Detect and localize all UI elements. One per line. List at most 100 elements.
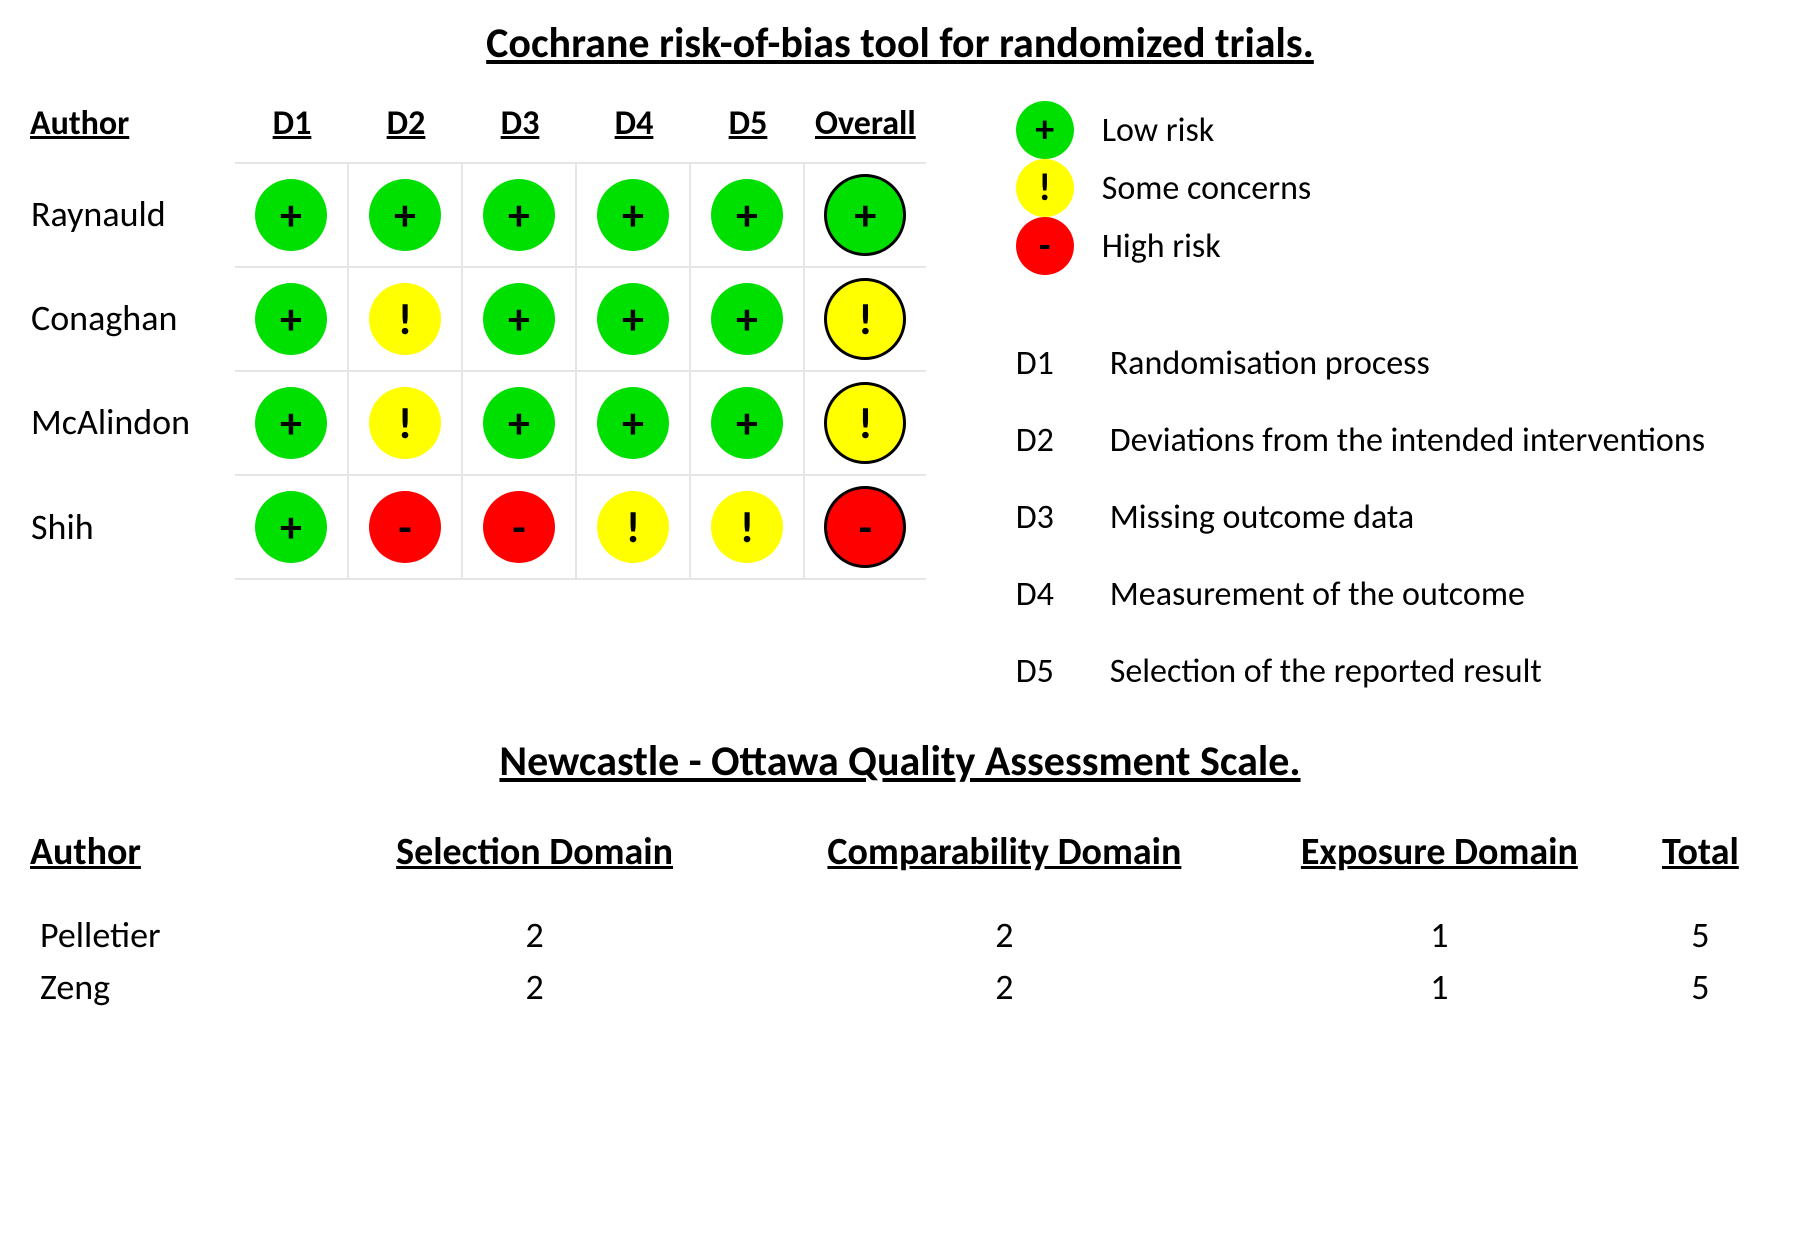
nos-author: Pelletier	[30, 911, 308, 963]
page: Cochrane risk-of-bias tool for randomize…	[0, 0, 1800, 1253]
nos-value: 2	[308, 963, 760, 1015]
rob-overall-cell: !	[805, 266, 926, 370]
risk-dot-low: +	[483, 387, 555, 459]
rob-cell: +	[235, 474, 349, 580]
nos-header-total: Total	[1631, 821, 1770, 911]
risk-dot-low: +	[711, 283, 783, 355]
rob-author: Conaghan	[30, 266, 235, 370]
rob-cell: +	[235, 370, 349, 474]
nos-header-selection: Selection Domain	[308, 821, 760, 911]
nos-header-comparability: Comparability Domain	[761, 821, 1248, 911]
nos-value: 2	[761, 911, 1248, 963]
rob-cell: !	[349, 370, 463, 474]
nos-author: Zeng	[30, 963, 308, 1015]
rob-cell: +	[463, 370, 577, 474]
rob-row: Shih+--!!-	[30, 474, 926, 580]
definition-code: D2	[1016, 420, 1070, 461]
risk-dot-high: -	[824, 486, 906, 568]
rob-author: Shih	[30, 474, 235, 580]
rob-cell: +	[691, 266, 805, 370]
risk-dot-low: +	[824, 174, 906, 256]
risk-dot-some: !	[711, 491, 783, 563]
rob-section: Author D1 D2 D3 D4 D5 Overall Raynauld++…	[30, 97, 1770, 692]
legend-row: +Low risk	[1016, 101, 1705, 159]
rob-cell: +	[349, 162, 463, 266]
risk-dot-some: !	[824, 278, 906, 360]
risk-dot-low: +	[255, 491, 327, 563]
risk-dot-low: +	[597, 179, 669, 251]
rob-header-d2: D2	[349, 97, 463, 162]
rob-author: Raynauld	[30, 162, 235, 266]
rob-cell: +	[577, 266, 691, 370]
nos-row: Zeng2215	[30, 963, 1770, 1015]
rob-table: Author D1 D2 D3 D4 D5 Overall Raynauld + +…	[30, 97, 926, 580]
rob-cell: +	[463, 162, 577, 266]
nos-value: 5	[1631, 963, 1770, 1015]
rob-cell: +	[577, 370, 691, 474]
legend-label: Some concerns	[1102, 168, 1312, 209]
risk-dot-low: +	[255, 179, 327, 251]
definition-label: Randomisation process	[1110, 343, 1430, 384]
rob-cell: +	[691, 370, 805, 474]
definition-code: D1	[1016, 343, 1070, 384]
risk-dot-high: -	[369, 491, 441, 563]
definition-row: D3Missing outcome data	[1016, 497, 1705, 538]
risk-dot-high: -	[1016, 217, 1074, 275]
risk-dot-low: +	[711, 387, 783, 459]
risk-dot-low: +	[483, 179, 555, 251]
nos-header-exposure: Exposure Domain	[1248, 821, 1631, 911]
nos-value: 2	[761, 963, 1248, 1015]
rob-header-d4: D4	[577, 97, 691, 162]
definition-label: Selection of the reported result	[1110, 651, 1542, 692]
rob-header-author: Author	[30, 97, 235, 162]
nos-value: 2	[308, 911, 760, 963]
definition-label: Missing outcome data	[1110, 497, 1414, 538]
risk-dot-low: +	[1016, 101, 1074, 159]
nos-tbody: Pelletier2215Zeng2215	[30, 911, 1770, 1015]
risk-dot-low: +	[483, 283, 555, 355]
risk-dot-low: +	[255, 387, 327, 459]
rob-cell: +	[235, 266, 349, 370]
legend-row: -High risk	[1016, 217, 1705, 275]
definition-row: D4Measurement of the outcome	[1016, 574, 1705, 615]
nos-value: 5	[1631, 911, 1770, 963]
legend-and-defs: +Low risk!Some concerns-High risk D1 Rand…	[1016, 101, 1705, 692]
legend-label: High risk	[1102, 226, 1221, 267]
nos-value: 1	[1248, 911, 1631, 963]
rob-cell: +	[463, 266, 577, 370]
risk-dot-some: !	[824, 382, 906, 464]
rob-title: Cochrane risk-of-bias tool for randomize…	[30, 18, 1770, 69]
risk-dot-low: +	[597, 387, 669, 459]
rob-header-d5: D5	[691, 97, 805, 162]
risk-dot-some: !	[369, 387, 441, 459]
rob-row: McAlindon +! + + +!	[30, 370, 926, 474]
definition-row: D5 Selection of the reported result	[1016, 651, 1705, 692]
rob-cell: !	[349, 266, 463, 370]
rob-header-row: Author D1 D2 D3 D4 D5 Overall	[30, 97, 926, 162]
rob-cell: !	[577, 474, 691, 580]
rob-cell: +	[235, 162, 349, 266]
nos-title: Newcastle - Ottawa Quality Assessment Sc…	[30, 736, 1770, 787]
rob-overall-cell: -	[805, 474, 926, 580]
rob-cell: -	[463, 474, 577, 580]
risk-dot-high: -	[483, 491, 555, 563]
risk-dot-low: +	[255, 283, 327, 355]
definition-row: D1 Randomisation process	[1016, 343, 1705, 384]
nos-table: Author Selection Domain Comparability Do…	[30, 821, 1770, 1015]
legend: +Low risk!Some concerns-High risk	[1016, 101, 1705, 275]
nos-value: 1	[1248, 963, 1631, 1015]
risk-dot-low: +	[711, 179, 783, 251]
rob-tbody: Raynauld + + + + + + Conaghan +! + + +! McAlindon +! +…	[30, 162, 926, 580]
nos-header-author: Author	[30, 821, 308, 911]
rob-author: McAlindon	[30, 370, 235, 474]
nos-header-row: Author Selection Domain Comparability Do…	[30, 821, 1770, 911]
rob-cell: +	[577, 162, 691, 266]
risk-dot-some: !	[369, 283, 441, 355]
definition-label: Measurement of the outcome	[1110, 574, 1525, 615]
rob-row: Conaghan +! + + +!	[30, 266, 926, 370]
definition-code: D5	[1016, 651, 1070, 692]
legend-row: !Some concerns	[1016, 159, 1705, 217]
definitions: D1Randomisation processD2Deviations from…	[1016, 343, 1705, 692]
rob-header-overall: Overall	[805, 97, 926, 162]
rob-cell: !	[691, 474, 805, 580]
